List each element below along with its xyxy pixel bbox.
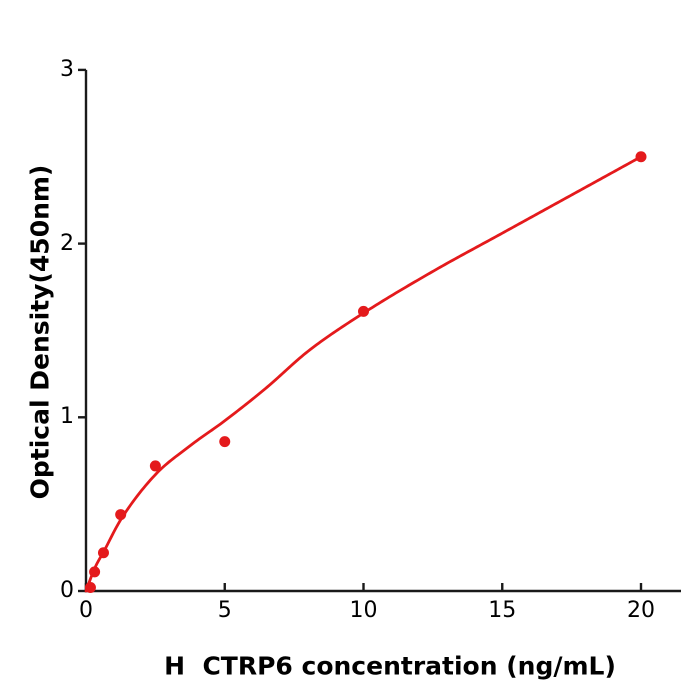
data-point	[115, 509, 127, 521]
x-axis-label: H CTRP6 concentration (ng/mL)	[164, 651, 616, 681]
data-point	[358, 305, 369, 317]
x-tick-label: 10	[349, 598, 378, 623]
y-tick-label: 3	[60, 56, 74, 82]
y-tick-label: 0	[60, 578, 74, 603]
x-tick-label: 20	[627, 598, 655, 623]
x-tick-label: 0	[79, 598, 93, 623]
x-tick-label: 5	[217, 598, 232, 623]
y-axis-label: Optical Density(450nm)	[25, 164, 55, 500]
data-point	[219, 436, 231, 448]
y-tick-label: 2	[60, 230, 74, 256]
data-point	[149, 460, 161, 472]
fit-curve	[84, 155, 643, 593]
y-tick-label: 1	[60, 404, 74, 430]
data-point	[635, 151, 647, 163]
data-point	[97, 547, 109, 559]
x-tick-label: 15	[488, 598, 517, 623]
data-point	[89, 566, 101, 578]
data-point	[84, 582, 96, 594]
